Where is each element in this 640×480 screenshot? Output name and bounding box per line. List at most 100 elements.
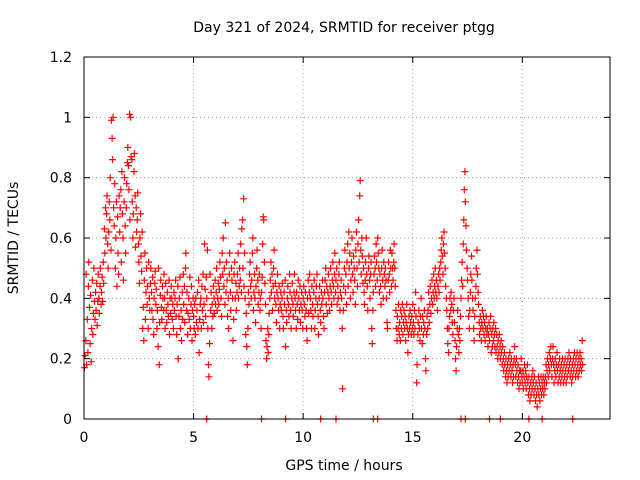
data-point	[88, 325, 96, 332]
data-point	[243, 361, 251, 369]
data-point	[109, 156, 116, 164]
data-point	[88, 276, 96, 284]
data-point	[162, 279, 170, 287]
data-point	[254, 276, 262, 284]
data-point	[123, 180, 131, 188]
data-point	[220, 264, 228, 272]
data-point	[357, 246, 365, 254]
data-point	[213, 306, 221, 314]
data-point	[130, 168, 138, 176]
data-point	[167, 282, 175, 290]
data-point	[363, 282, 371, 290]
axis-ticks: 0 0.2 0.4 0.6 0.8 1 1.2 0 5 10 15 20	[50, 50, 610, 446]
data-point	[253, 246, 261, 254]
data-point	[457, 294, 465, 302]
data-point	[128, 198, 136, 206]
y-tick-label: 0.6	[50, 231, 72, 247]
data-point	[339, 385, 347, 393]
data-point	[195, 349, 203, 357]
x-tick-label: 5	[189, 430, 198, 446]
data-point	[386, 246, 394, 254]
data-point	[320, 325, 328, 332]
data-point	[533, 403, 541, 411]
data-point	[183, 288, 191, 296]
data-point	[139, 303, 147, 311]
data-point	[249, 306, 257, 314]
data-point	[200, 300, 208, 308]
data-point	[252, 282, 260, 290]
data-point	[470, 337, 478, 345]
data-point	[150, 294, 158, 302]
data-point	[84, 349, 92, 357]
data-point	[98, 273, 106, 281]
data-point	[470, 325, 478, 332]
data-point	[317, 319, 325, 326]
data-point	[256, 294, 264, 302]
data-point	[315, 331, 322, 338]
data-point	[199, 270, 207, 278]
data-point	[178, 337, 185, 345]
data-point	[423, 331, 431, 338]
data-point	[239, 216, 246, 224]
data-point	[201, 240, 208, 248]
data-point	[165, 276, 173, 284]
data-point	[117, 258, 125, 266]
data-point	[346, 294, 354, 302]
data-point	[109, 113, 117, 121]
data-point	[240, 195, 248, 203]
data-point	[472, 264, 480, 272]
data-point	[103, 192, 111, 200]
data-point	[159, 282, 166, 290]
data-point	[348, 234, 356, 242]
data-point	[111, 264, 119, 272]
data-point	[181, 319, 189, 326]
data-point	[263, 355, 271, 363]
data-point	[351, 276, 359, 284]
data-point	[83, 315, 91, 323]
data-point	[279, 312, 287, 320]
data-point	[163, 319, 171, 326]
data-point	[167, 309, 175, 317]
data-point	[125, 186, 133, 194]
data-point	[120, 198, 128, 206]
data-point	[437, 258, 445, 266]
data-point	[236, 276, 244, 284]
data-point	[311, 325, 319, 332]
data-point	[384, 325, 391, 332]
data-point	[153, 306, 161, 314]
data-point	[454, 331, 462, 338]
y-tick-label: 0	[63, 412, 72, 428]
data-point	[352, 228, 360, 236]
data-point	[450, 319, 458, 326]
data-point	[174, 355, 182, 363]
data-point	[232, 279, 240, 287]
data-point	[260, 258, 268, 266]
data-point	[118, 210, 126, 218]
data-point	[207, 306, 215, 314]
data-point	[239, 264, 247, 272]
data-point	[290, 270, 298, 278]
data-point	[249, 234, 257, 242]
data-point	[242, 309, 250, 317]
data-point	[185, 315, 193, 323]
data-point	[234, 249, 242, 257]
data-point	[458, 276, 466, 284]
data-point	[219, 234, 227, 242]
data-point	[265, 331, 273, 338]
data-point	[517, 355, 525, 363]
data-point	[300, 282, 308, 290]
data-points	[80, 110, 587, 423]
data-point	[206, 340, 214, 348]
data-point	[269, 306, 276, 314]
data-point	[169, 325, 177, 332]
data-point	[542, 379, 550, 387]
data-point	[106, 216, 114, 224]
data-point	[218, 312, 226, 320]
data-point	[182, 264, 189, 272]
x-tick-label: 20	[513, 430, 531, 446]
data-point	[233, 270, 241, 278]
data-point	[462, 222, 470, 230]
data-point	[168, 315, 176, 323]
data-point	[389, 276, 397, 284]
data-point	[202, 312, 210, 320]
